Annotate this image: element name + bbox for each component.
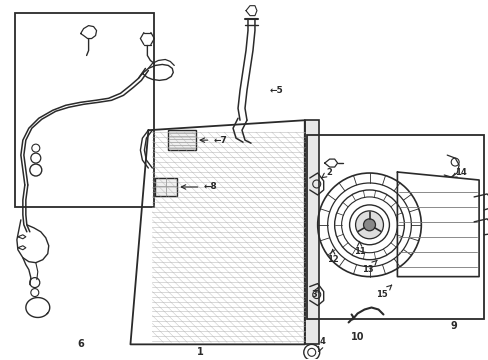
Bar xyxy=(168,130,196,150)
Text: 9: 9 xyxy=(450,321,457,332)
Text: 12: 12 xyxy=(326,249,338,264)
Bar xyxy=(304,120,318,345)
Text: 13: 13 xyxy=(361,260,376,274)
Circle shape xyxy=(355,211,383,239)
Text: 14: 14 xyxy=(451,167,466,177)
Text: 3: 3 xyxy=(311,287,318,299)
Text: 2: 2 xyxy=(321,167,332,178)
Bar xyxy=(155,178,177,196)
Bar xyxy=(306,135,483,319)
Text: ←5: ←5 xyxy=(269,86,283,95)
Text: 15: 15 xyxy=(375,285,391,299)
Text: 4: 4 xyxy=(318,337,325,351)
Circle shape xyxy=(363,219,375,231)
Text: ←7: ←7 xyxy=(200,136,226,145)
Bar xyxy=(15,13,154,207)
Text: 10: 10 xyxy=(350,332,364,342)
Text: 11: 11 xyxy=(353,242,365,256)
Text: 6: 6 xyxy=(77,339,84,349)
Text: ←8: ←8 xyxy=(181,183,217,192)
Text: 1: 1 xyxy=(196,347,203,357)
